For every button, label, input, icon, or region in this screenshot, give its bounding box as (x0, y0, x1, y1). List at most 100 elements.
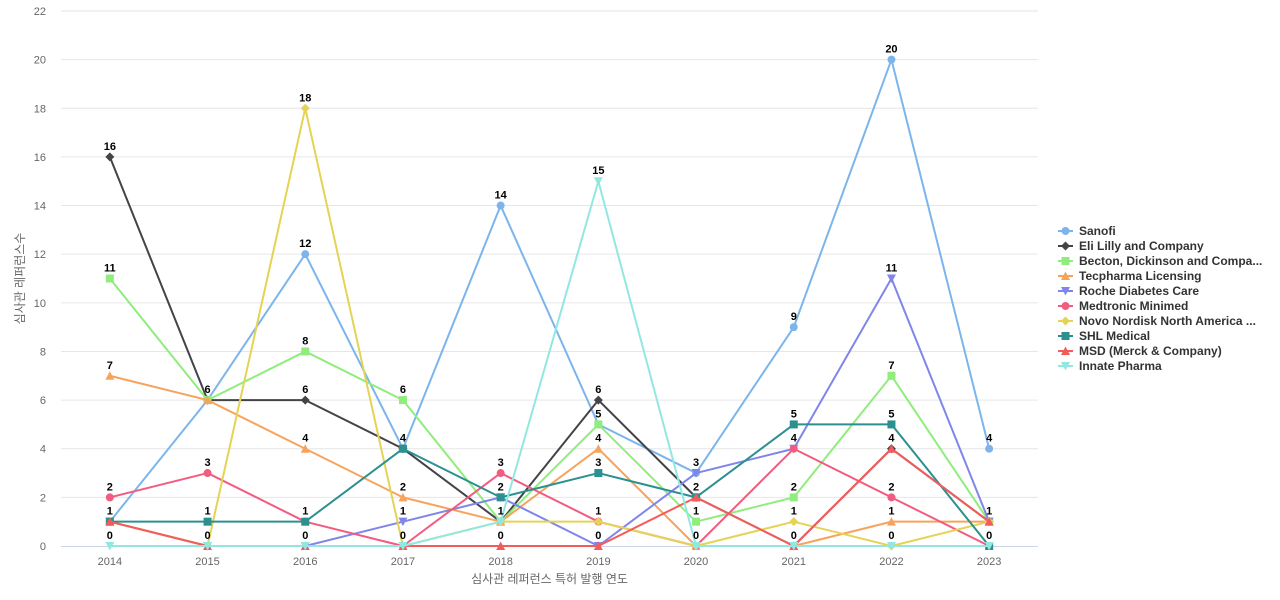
data-point (985, 444, 994, 453)
data-label: 0 (888, 530, 894, 542)
legend-marker (1061, 316, 1070, 326)
data-point (301, 250, 310, 259)
data-label: 6 (595, 384, 601, 396)
y-tick-label: 4 (40, 444, 46, 456)
data-label: 6 (400, 384, 406, 396)
legend-label: MSD (Merck & Company) (1079, 344, 1222, 358)
data-point (203, 542, 213, 551)
y-tick-label: 16 (34, 152, 46, 164)
x-tick-label: 2022 (879, 556, 903, 568)
data-point (300, 103, 310, 113)
data-label: 14 (495, 190, 508, 202)
x-axis-title: 심사관 레퍼런스 특허 발행 연도 (471, 571, 628, 586)
data-point (886, 517, 896, 526)
data-point (496, 517, 506, 527)
data-point (496, 541, 506, 550)
y-tick-label: 22 (34, 6, 46, 18)
legend-label: Eli Lilly and Company (1079, 239, 1204, 253)
data-point (691, 542, 701, 551)
data-point (887, 493, 896, 502)
data-label: 3 (204, 457, 210, 469)
legend-item[interactable]: Innate Pharma (1058, 359, 1162, 373)
data-point (886, 444, 896, 453)
data-label: 11 (886, 263, 898, 275)
series-shl-medical (105, 420, 994, 550)
data-point (496, 469, 505, 478)
data-point (594, 469, 603, 478)
data-point (887, 371, 896, 380)
data-label: 1 (400, 506, 406, 518)
data-point (691, 492, 701, 502)
legend-item[interactable]: Sanofi (1058, 224, 1116, 238)
data-point (593, 517, 603, 527)
legend-item[interactable]: Novo Nordisk North America ... (1058, 314, 1256, 328)
legend-marker (1061, 241, 1070, 251)
data-label: 0 (107, 530, 113, 542)
legend-item[interactable]: MSD (Merck & Company) (1058, 344, 1222, 358)
data-point (984, 542, 994, 551)
data-point (398, 396, 407, 405)
y-tick-label: 2 (40, 492, 46, 504)
legend-item[interactable]: Medtronic Minimed (1058, 299, 1188, 313)
data-point (593, 444, 603, 453)
x-tick-label: 2016 (293, 556, 317, 568)
data-label: 0 (986, 530, 992, 542)
legend-label: Medtronic Minimed (1079, 299, 1188, 313)
legend-marker (1061, 287, 1070, 296)
data-point (593, 395, 603, 405)
x-tick-label: 2020 (684, 556, 708, 568)
data-label: 1 (107, 506, 113, 518)
x-tick-label: 2014 (98, 556, 122, 568)
data-point (105, 517, 115, 526)
legend-item[interactable]: Eli Lilly and Company (1058, 239, 1204, 253)
data-label: 3 (498, 457, 504, 469)
data-label: 2 (888, 481, 894, 493)
legend-marker (1061, 346, 1070, 355)
data-point (398, 517, 408, 527)
y-tick-label: 14 (34, 201, 46, 213)
legend-item[interactable]: SHL Medical (1058, 329, 1150, 343)
data-point (789, 323, 798, 332)
legend-marker (1061, 362, 1070, 371)
legend-marker (1061, 271, 1070, 280)
legend-label: Roche Diabetes Care (1079, 284, 1199, 298)
data-label: 0 (693, 530, 699, 542)
data-point (691, 469, 701, 478)
series-line (108, 447, 991, 547)
series-line (108, 423, 991, 547)
x-tick-label: 2017 (391, 556, 415, 568)
series-line (108, 58, 991, 523)
legend-marker (1061, 257, 1070, 265)
data-point (398, 444, 407, 453)
legend-marker (1061, 302, 1070, 310)
data-label: 1 (986, 506, 992, 518)
legend-marker (1061, 332, 1070, 340)
legend-label: Tecpharma Licensing (1079, 269, 1201, 283)
data-point (496, 201, 505, 210)
data-label: 16 (104, 141, 116, 153)
x-tick-label: 2015 (195, 556, 219, 568)
legend-item[interactable]: Roche Diabetes Care (1058, 284, 1199, 298)
data-label: 12 (299, 238, 311, 250)
y-tick-label: 6 (40, 395, 46, 407)
data-label: 4 (595, 433, 602, 445)
legend-item[interactable]: Becton, Dickinson and Compa... (1058, 254, 1262, 268)
data-label: 2 (791, 481, 797, 493)
data-point (398, 492, 408, 502)
series-line (108, 277, 991, 523)
y-tick-label: 12 (34, 249, 46, 261)
legend-item[interactable]: Tecpharma Licensing (1058, 269, 1201, 283)
data-label: 0 (498, 530, 504, 542)
data-label: 4 (400, 433, 407, 445)
data-point (496, 493, 505, 502)
data-point (789, 542, 799, 551)
data-label: 1 (302, 506, 308, 518)
y-tick-label: 20 (34, 55, 46, 67)
legend-label: SHL Medical (1079, 329, 1150, 343)
data-label: 7 (107, 360, 113, 372)
y-tick-label: 18 (34, 103, 46, 115)
data-labels: 1611721063101812864106421014321015654310… (104, 44, 993, 542)
data-point (789, 420, 798, 429)
